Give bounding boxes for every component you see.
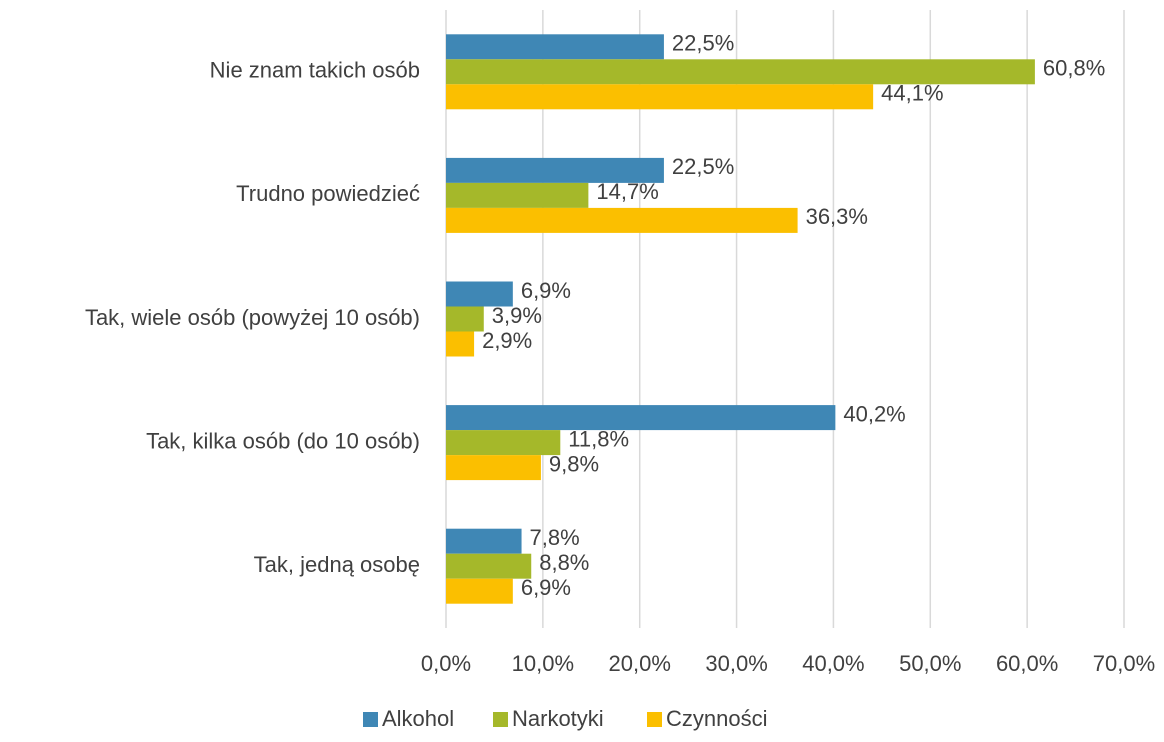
x-tick-label: 20,0% (609, 651, 671, 676)
bar (446, 306, 484, 332)
y-tick-label: Trudno powiedzieć (236, 181, 420, 206)
data-label: 14,7% (596, 179, 658, 204)
legend-swatch (647, 712, 662, 727)
bar (446, 430, 561, 456)
y-tick-label: Tak, kilka osób (do 10 osób) (146, 428, 420, 453)
data-label: 8,8% (539, 550, 589, 575)
data-label: 36,3% (806, 204, 868, 229)
bar (446, 157, 664, 183)
bar (446, 84, 874, 110)
bar (446, 455, 541, 481)
x-tick-label: 50,0% (899, 651, 961, 676)
data-label: 11,8% (568, 426, 629, 451)
bar (446, 182, 589, 208)
bar (446, 331, 475, 357)
legend-label: Narkotyki (512, 706, 604, 731)
bar (446, 34, 664, 60)
bar (446, 528, 522, 554)
data-label: 6,9% (521, 575, 571, 600)
data-label: 9,8% (549, 451, 599, 476)
bar (446, 207, 798, 233)
x-tick-label: 0,0% (421, 651, 471, 676)
data-label: 7,8% (530, 525, 580, 550)
bar (446, 405, 836, 431)
bar (446, 553, 532, 579)
legend-label: Alkohol (382, 706, 454, 731)
data-label: 60,8% (1043, 56, 1105, 81)
legend-swatch (493, 712, 508, 727)
y-tick-label: Tak, jedną osobę (254, 552, 420, 577)
y-tick-label: Nie znam takich osób (210, 58, 420, 83)
data-label: 22,5% (672, 154, 734, 179)
data-label: 22,5% (672, 31, 734, 56)
bar (446, 59, 1035, 85)
x-tick-label: 10,0% (512, 651, 574, 676)
data-label: 2,9% (482, 328, 532, 353)
data-label: 44,1% (881, 81, 943, 106)
x-tick-label: 70,0% (1093, 651, 1155, 676)
legend-swatch (363, 712, 378, 727)
data-label: 3,9% (492, 303, 542, 328)
legend-label: Czynności (666, 706, 767, 731)
bar (446, 578, 513, 604)
data-label: 6,9% (521, 278, 571, 303)
data-label: 40,2% (843, 401, 905, 426)
x-tick-label: 60,0% (996, 651, 1058, 676)
x-tick-label: 40,0% (802, 651, 864, 676)
y-tick-label: Tak, wiele osób (powyżej 10 osób) (85, 305, 420, 330)
bar (446, 281, 513, 307)
x-tick-label: 30,0% (705, 651, 767, 676)
